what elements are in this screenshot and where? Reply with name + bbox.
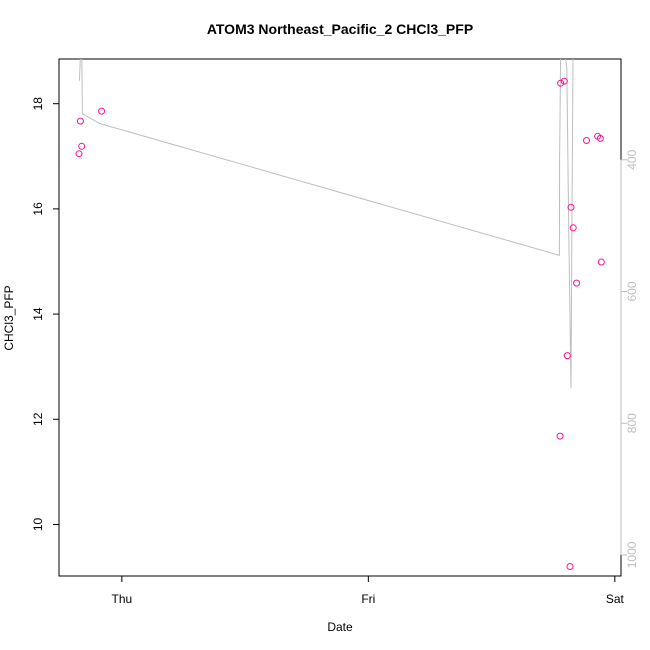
data-point bbox=[573, 279, 581, 287]
data-point bbox=[98, 107, 106, 115]
left-tick-label: 14 bbox=[31, 307, 45, 321]
data-point bbox=[596, 134, 604, 142]
right-tick-label: 1000 bbox=[625, 541, 639, 568]
left-tick-label: 16 bbox=[31, 202, 45, 216]
data-point bbox=[567, 203, 575, 211]
data-point bbox=[78, 142, 86, 150]
plot-frame bbox=[58, 58, 622, 577]
bottom-tick-label: Sat bbox=[606, 592, 625, 606]
right-tick-label: 800 bbox=[625, 413, 639, 433]
left-tick-label: 12 bbox=[31, 412, 45, 426]
data-point bbox=[556, 432, 564, 440]
data-point bbox=[563, 352, 571, 360]
data-point bbox=[566, 563, 574, 570]
bottom-axis: Thu Fri Sat bbox=[112, 575, 625, 606]
data-point bbox=[569, 224, 577, 232]
data-point bbox=[583, 137, 590, 144]
y-axis-label: CHCl3_PFP bbox=[2, 285, 16, 350]
bottom-tick-label: Fri bbox=[361, 592, 375, 606]
data-point bbox=[75, 150, 83, 158]
data-point bbox=[560, 77, 568, 85]
left-tick-label: 10 bbox=[31, 517, 45, 531]
chart-title: ATOM3 Northeast_Pacific_2 CHCl3_PFP bbox=[207, 21, 473, 37]
left-tick-label: 18 bbox=[31, 97, 45, 111]
right-tick-label: 600 bbox=[625, 281, 639, 301]
data-point bbox=[76, 117, 84, 125]
data-point bbox=[557, 79, 565, 87]
left-axis: 10 12 14 16 18 bbox=[31, 97, 60, 531]
right-tick-label: 400 bbox=[625, 149, 639, 169]
x-axis-label: Date bbox=[327, 620, 353, 634]
series-layer bbox=[75, 59, 605, 570]
data-point bbox=[597, 258, 605, 266]
series-line bbox=[79, 59, 574, 389]
right-axis: 400 600 800 1000 bbox=[620, 149, 639, 568]
bottom-tick-label: Thu bbox=[112, 592, 133, 606]
